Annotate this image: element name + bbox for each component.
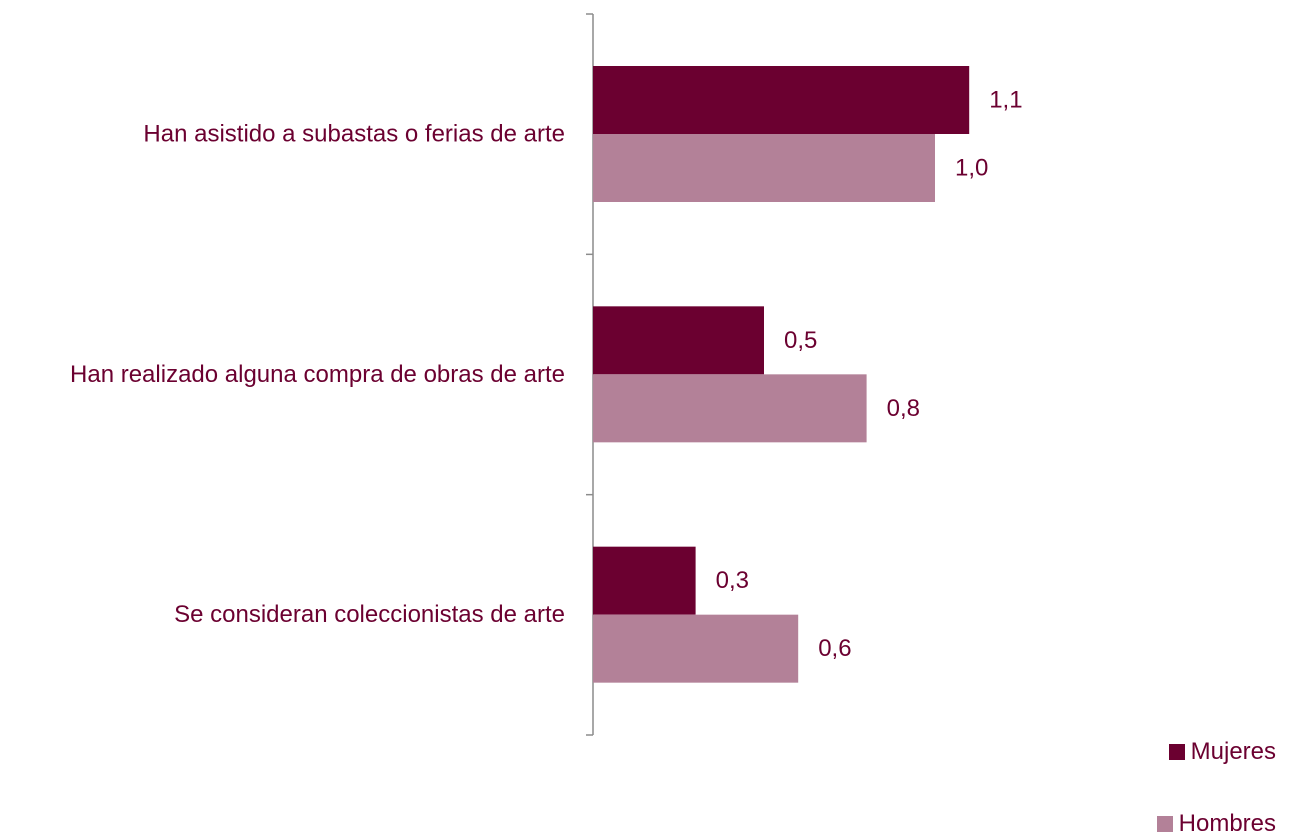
legend-swatch-hombres bbox=[1156, 816, 1173, 832]
category-label: Se consideran coleccionistas de arte bbox=[174, 601, 565, 628]
category-label: Han realizado alguna compra de obras de … bbox=[70, 361, 565, 388]
bar-mujeres bbox=[593, 546, 696, 615]
chart-legend: Mujeres Hombres bbox=[1076, 0, 1276, 838]
legend-item-mujeres: Mujeres bbox=[1168, 738, 1276, 766]
data-label: 0,3 bbox=[716, 567, 749, 594]
legend-label-hombres: Hombres bbox=[1178, 810, 1276, 837]
data-label: 0,5 bbox=[784, 327, 817, 354]
data-label: 1,0 bbox=[955, 155, 988, 182]
data-label: 0,8 bbox=[887, 395, 920, 422]
legend-swatch-mujeres bbox=[1168, 744, 1185, 760]
bar-hombres bbox=[593, 614, 799, 683]
bar-hombres bbox=[593, 374, 867, 443]
legend-item-hombres: Hombres bbox=[1156, 810, 1276, 838]
bar-hombres bbox=[593, 134, 935, 202]
bar-mujeres bbox=[593, 66, 970, 134]
category-label: Han asistido a subastas o ferias de arte bbox=[143, 121, 565, 148]
data-label: 1,1 bbox=[989, 87, 1022, 114]
bar-mujeres bbox=[593, 306, 764, 375]
data-label: 0,6 bbox=[818, 635, 851, 662]
legend-label-mujeres: Mujeres bbox=[1190, 738, 1276, 765]
